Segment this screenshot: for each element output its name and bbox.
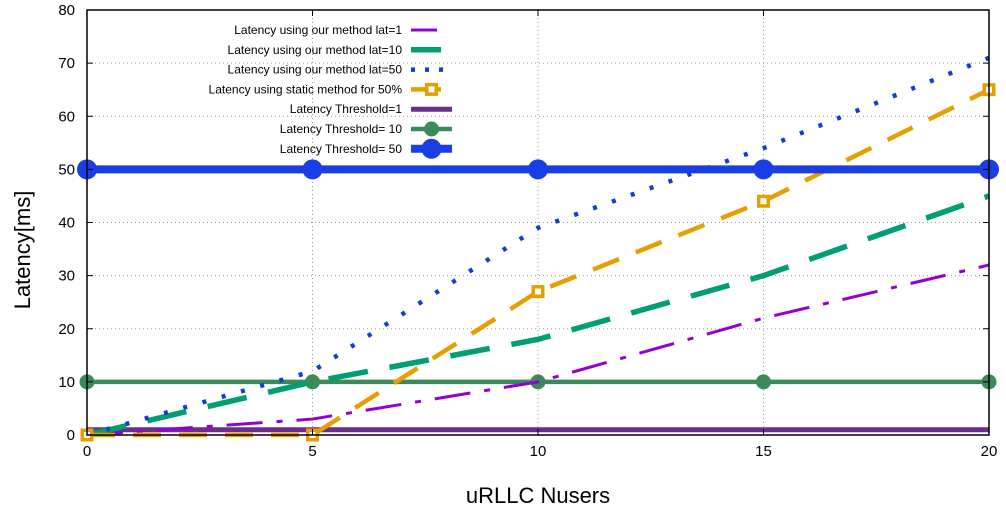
- legend-label: Latency using our method lat=1: [234, 23, 402, 37]
- y-tick-label: 20: [58, 321, 75, 338]
- legend-marker: [421, 138, 442, 159]
- series-line: [86, 263, 990, 437]
- legend-entry: Latency using our method lat=1: [234, 23, 452, 37]
- data-point: [528, 159, 548, 180]
- series-line: [86, 193, 990, 438]
- x-tick-label: 0: [83, 443, 91, 460]
- legend: Latency using our method lat=1 Latency us…: [209, 23, 452, 159]
- data-point: [753, 159, 774, 180]
- legend-label: Latency Threshold= 50: [280, 142, 403, 156]
- legend-label: Latency using static method for 50%: [209, 82, 403, 96]
- y-tick-label: 0: [67, 427, 75, 444]
- legend-entry: Latency using static method for 50%: [209, 82, 452, 96]
- x-tick-label: 20: [981, 443, 998, 460]
- data-point: [305, 374, 320, 390]
- legend-entry: Latency using our method lat=50: [228, 63, 452, 77]
- legend-entry: Latency Threshold=1: [290, 102, 452, 116]
- grid: [87, 10, 989, 435]
- series-line: [86, 55, 990, 438]
- y-tick-label: 70: [58, 55, 75, 72]
- y-axis-label: Latency[ms]: [10, 191, 35, 310]
- legend-entry: Latency using our method lat=10: [228, 43, 452, 57]
- x-tick-label: 15: [755, 443, 772, 460]
- series-3: [86, 55, 990, 438]
- series-7: [77, 159, 999, 180]
- ticks: 0 5 10 15 20 0 10 20 30 40 50 60 70 80: [58, 2, 997, 460]
- legend-label: Latency using our method lat=50: [228, 63, 403, 77]
- y-tick-label: 60: [58, 108, 75, 125]
- series-2: [86, 193, 990, 438]
- series-layer: [77, 55, 999, 442]
- series-1: [86, 263, 990, 437]
- y-tick-label: 80: [58, 2, 75, 19]
- legend-entry: Latency Threshold= 50: [280, 138, 452, 159]
- data-point: [756, 374, 771, 390]
- legend-entry: Latency Threshold= 10: [280, 121, 452, 137]
- legend-marker: [424, 121, 439, 137]
- y-tick-label: 10: [58, 374, 75, 391]
- x-axis-label: uRLLC Nusers: [466, 483, 610, 508]
- legend-label: Latency Threshold=1: [290, 102, 403, 116]
- y-tick-label: 30: [58, 268, 75, 285]
- legend-label: Latency using our method lat=10: [228, 43, 403, 57]
- x-tick-label: 5: [308, 443, 316, 460]
- legend-label: Latency Threshold= 10: [280, 122, 403, 136]
- x-tick-label: 10: [530, 443, 547, 460]
- data-point-hole: [535, 288, 541, 295]
- data-point: [302, 159, 323, 180]
- y-tick-label: 40: [58, 215, 75, 232]
- legend-marker-hole: [428, 86, 435, 93]
- data-point-hole: [760, 198, 767, 205]
- y-tick-label: 50: [58, 161, 75, 178]
